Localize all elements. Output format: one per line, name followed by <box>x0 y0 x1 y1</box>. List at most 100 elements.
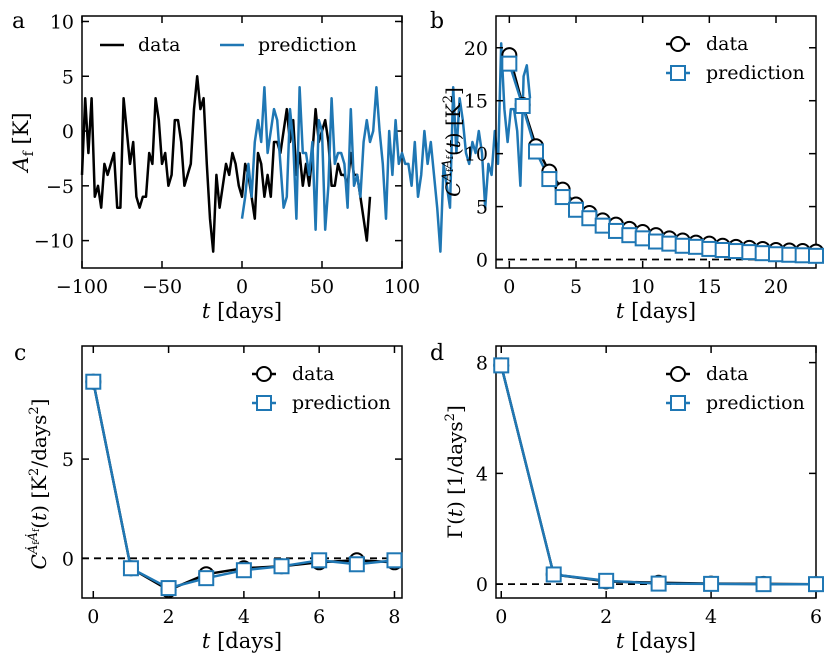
tick-labels: 0 2 4 6 0 4 8 <box>476 353 822 628</box>
prediction-point <box>273 558 290 575</box>
prediction-point <box>501 55 518 72</box>
legend-label-prediction: prediction <box>706 62 805 84</box>
y-axis-label: Af [K] <box>9 112 37 173</box>
y-axis-label: CȦfȦf(t) [K2/days2] <box>24 399 51 570</box>
y-axis-label: Γ(t) [1/days2] <box>443 405 467 539</box>
y-tick-label: 10 <box>50 11 74 33</box>
y-tick-label: 15 <box>464 91 488 113</box>
x-tick-label: 4 <box>705 606 717 628</box>
x-tick-label: 20 <box>764 276 788 298</box>
panel-label: d <box>430 341 444 366</box>
x-tick-label: 100 <box>384 276 420 298</box>
x-tick-label: 0 <box>495 606 507 628</box>
tick-marks <box>81 16 403 268</box>
panel-c: c 0 2 4 6 8 0 5 t [days] CȦfȦf(t) [K2/days2] d… <box>14 341 403 653</box>
prediction-point <box>648 233 664 250</box>
prediction-point <box>581 210 598 227</box>
prediction-point <box>348 556 365 573</box>
series-lines <box>80 42 532 253</box>
plot-frame <box>495 345 817 599</box>
y-axis-label: CAfAf(t) [K2] <box>440 87 465 197</box>
prediction-point <box>160 580 177 597</box>
x-tick-label: 2 <box>163 606 175 628</box>
panel-b: b 0 5 10 15 20 0 5 10 15 20 t [days] CAfAf(t) [K2… <box>430 9 824 323</box>
series-markers <box>501 47 824 264</box>
prediction-point <box>545 566 562 583</box>
x-tick-label: 6 <box>313 606 325 628</box>
x-tick-label: 4 <box>238 606 250 628</box>
prediction-point <box>794 247 811 264</box>
legend-label-data: data <box>706 363 748 385</box>
tick-labels: 0 5 10 15 20 0 5 10 15 20 <box>464 38 788 298</box>
x-tick-label: 6 <box>810 606 822 628</box>
x-tick-label: −50 <box>142 276 182 298</box>
prediction-point <box>528 143 544 160</box>
x-axis-label: t [days] <box>616 299 696 323</box>
x-axis-label: t [days] <box>202 629 282 653</box>
legend-marker-data <box>256 366 272 382</box>
x-tick-label: 0 <box>503 276 515 298</box>
prediction-point <box>768 246 784 263</box>
x-tick-label: 50 <box>310 276 334 298</box>
prediction-point <box>598 572 615 589</box>
prediction-point <box>122 560 139 577</box>
series-markers <box>493 357 824 593</box>
legend-label-prediction: prediction <box>258 34 357 56</box>
legend-marker-prediction <box>256 395 272 411</box>
prediction-point <box>808 576 824 593</box>
legend-marker-data <box>670 366 686 382</box>
prediction-point <box>235 562 252 579</box>
plot-frame <box>495 15 817 269</box>
prediction-point <box>198 570 215 587</box>
series-line-prediction <box>240 42 532 253</box>
tick-labels: 0 2 4 6 8 0 5 <box>62 449 401 628</box>
y-tick-label: 5 <box>62 66 74 88</box>
legend-marker-prediction <box>670 395 686 411</box>
legend-marker-data <box>670 36 686 52</box>
legend: data prediction <box>666 363 805 414</box>
prediction-point <box>493 357 510 374</box>
legend-label-data: data <box>292 363 334 385</box>
x-axis-label: t [days] <box>202 299 282 323</box>
prediction-point <box>755 576 772 593</box>
y-tick-label: 4 <box>476 463 488 485</box>
prediction-point <box>661 235 678 252</box>
prediction-point <box>703 575 720 592</box>
series-markers <box>85 373 403 599</box>
prediction-point <box>728 243 744 260</box>
x-axis-label: t [days] <box>616 629 696 653</box>
prediction-point <box>808 247 824 264</box>
y-tick-label: 10 <box>464 144 488 166</box>
x-tick-label: 10 <box>631 276 655 298</box>
x-tick-label: 15 <box>697 276 721 298</box>
series-line-data <box>80 75 372 253</box>
panel-label: b <box>430 9 444 34</box>
prediction-point <box>754 245 771 262</box>
plot-frame <box>81 345 403 599</box>
prediction-point <box>554 189 571 206</box>
prediction-point <box>541 171 558 188</box>
legend: data prediction <box>666 33 805 84</box>
prediction-point <box>741 244 758 261</box>
prediction-point <box>621 227 638 244</box>
prediction-point <box>701 240 718 257</box>
series-line-prediction <box>508 63 817 258</box>
x-tick-label: 8 <box>388 606 400 628</box>
x-tick-label: 0 <box>236 276 248 298</box>
y-tick-label: 5 <box>476 197 488 219</box>
tick-marks <box>496 346 817 598</box>
prediction-point <box>311 552 328 569</box>
panel-label: c <box>14 341 26 366</box>
x-tick-label: 0 <box>87 606 99 628</box>
y-tick-label: −5 <box>46 176 74 198</box>
prediction-point <box>85 373 102 390</box>
legend-marker-prediction <box>670 65 686 81</box>
legend: data prediction <box>252 363 391 414</box>
legend-label-prediction: prediction <box>706 392 805 414</box>
y-tick-label: 5 <box>62 449 74 471</box>
prediction-point <box>650 575 667 592</box>
series-line-data <box>508 54 817 253</box>
